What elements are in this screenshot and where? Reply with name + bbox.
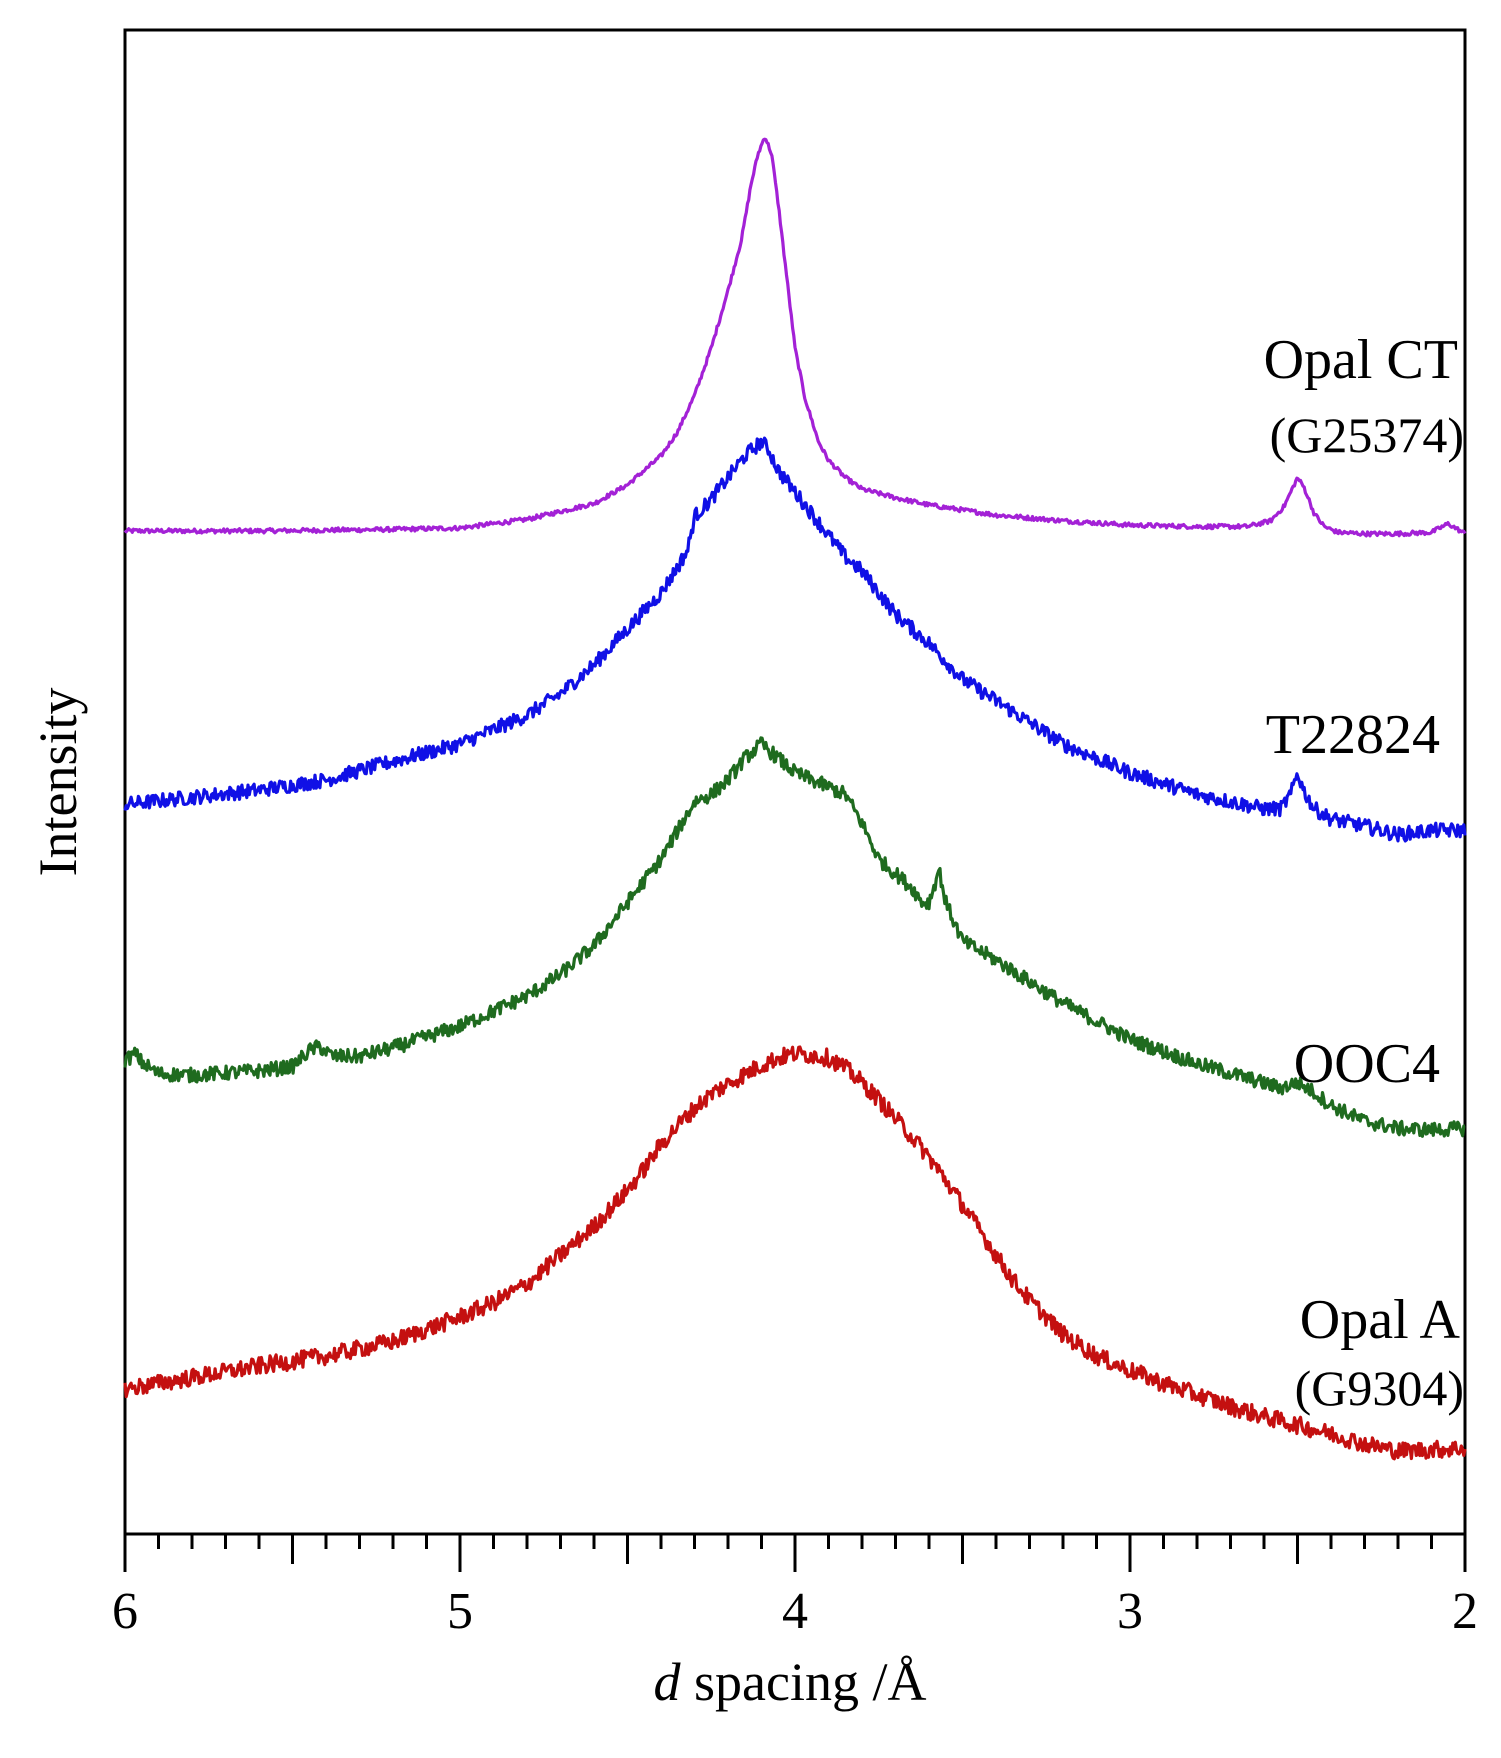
x-tick-label: 5 — [447, 1583, 473, 1640]
series-line-opal-ct — [123, 137, 1467, 538]
x-tick-label: 6 — [112, 1583, 138, 1640]
y-axis-title: Intensity — [28, 688, 88, 877]
series-line-opal-a — [123, 1045, 1467, 1461]
x-axis-title: d spacing /Å — [654, 1652, 927, 1712]
x-major-ticks — [123, 1534, 1467, 1572]
x-tick-labels: 6 5 4 3 2 — [112, 1583, 1478, 1640]
x-tick-label: 4 — [782, 1583, 808, 1640]
x-minor-ticks — [157, 1534, 1433, 1549]
series-lines — [123, 137, 1467, 1461]
series-sublabel-opal-ct: (G25374) — [1270, 407, 1464, 463]
series-label-opal-ct: Opal CT — [1264, 329, 1458, 391]
series-label-t22824: T22824 — [1266, 704, 1440, 766]
x-tick-label: 2 — [1452, 1583, 1478, 1640]
x-axis-title-italic: d — [654, 1652, 682, 1712]
x-tick-label: 3 — [1117, 1583, 1143, 1640]
series-label-opal-a: Opal A — [1300, 1289, 1461, 1351]
series-line-ooc4 — [123, 736, 1466, 1138]
series-label-ooc4: OOC4 — [1294, 1033, 1440, 1095]
series-sublabel-opal-a: (G9304) — [1295, 1360, 1464, 1416]
series-line-t22824 — [123, 436, 1467, 843]
x-axis-title-rest: spacing /Å — [681, 1652, 927, 1712]
